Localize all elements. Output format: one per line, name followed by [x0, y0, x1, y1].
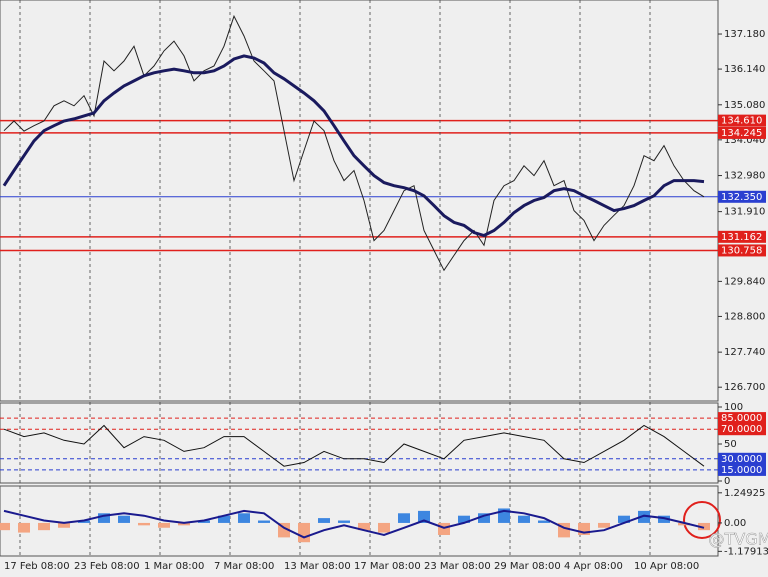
level-label: 30.0000: [721, 454, 762, 465]
histogram-bar: [458, 515, 470, 523]
x-tick-label: 23 Mar 08:00: [424, 561, 491, 572]
x-tick-label: 23 Feb 08:00: [74, 561, 140, 572]
histogram-bar: [678, 522, 690, 526]
histogram-bar: [118, 515, 130, 523]
histogram-bar: [658, 515, 670, 523]
level-label: 130.758: [721, 245, 762, 256]
x-tick-label: 7 Mar 08:00: [214, 561, 274, 572]
level-label: 70.0000: [721, 424, 762, 435]
highlight-circle: [683, 501, 721, 539]
level-label-box: [718, 244, 766, 257]
histogram-bar: [598, 522, 610, 528]
histogram-bar: [258, 520, 270, 523]
y-tick-label: 137.180: [724, 29, 765, 40]
y-tick-label: 135.080: [724, 100, 765, 111]
histogram-bar: [418, 510, 430, 523]
oscillator-panel: [0, 402, 719, 484]
histogram-bar: [78, 520, 90, 523]
level-label-box: [718, 463, 766, 476]
histogram-bar: [698, 522, 710, 531]
histogram-bar: [298, 522, 310, 543]
histogram-bar: [58, 522, 70, 528]
y-tick-label: 0: [724, 476, 730, 487]
signal-line: [3, 509, 705, 539]
level-label: 85.0000: [721, 413, 762, 424]
histogram-bar: [398, 513, 410, 523]
histogram-bar: [618, 515, 630, 523]
series-line: [3, 424, 705, 467]
series-line: [3, 14, 705, 272]
x-tick-label: 10 Apr 08:00: [634, 561, 699, 572]
histogram-bar: [38, 522, 50, 531]
histogram-bar: [638, 510, 650, 523]
histogram-bar: [538, 520, 550, 523]
x-tick-label: 13 Mar 08:00: [284, 561, 351, 572]
series-line: [2, 54, 705, 238]
level-label-box: [718, 423, 766, 436]
histogram-bar: [0, 522, 10, 531]
y-tick-label: 1.24925: [724, 488, 765, 499]
y-tick-label: 128.800: [724, 311, 765, 322]
y-tick-label: 50: [724, 439, 737, 450]
histogram-bar: [178, 522, 190, 526]
level-label-box: [718, 452, 766, 465]
histogram-bar: [198, 520, 210, 523]
y-tick-label: 132.980: [724, 171, 765, 182]
y-tick-label: 100: [724, 402, 743, 413]
level-label-box: [718, 114, 766, 127]
level-label: 134.245: [721, 128, 762, 139]
y-tick-label: 129.840: [724, 276, 765, 287]
y-tick-label: 0.00: [724, 518, 746, 529]
y-tick-label: 131.910: [724, 207, 765, 218]
x-tick-label: 1 Mar 08:00: [144, 561, 204, 572]
level-label-box: [718, 190, 766, 203]
histogram-bar: [358, 522, 370, 531]
histogram-bar: [438, 522, 450, 535]
level-label: 131.162: [721, 232, 762, 243]
y-tick-label: 134.040: [724, 135, 765, 146]
histogram-bar: [218, 515, 230, 523]
histogram-bar: [378, 522, 390, 533]
main-panel: [0, 0, 719, 402]
x-tick-label: 17 Mar 08:00: [354, 561, 421, 572]
level-label: 134.610: [721, 116, 762, 127]
histogram-bar: [518, 515, 530, 523]
histogram-bar: [158, 522, 170, 528]
level-label-box: [718, 412, 766, 425]
y-tick-label: 126.700: [724, 382, 765, 393]
level-label: 15.0000: [721, 465, 762, 476]
level-label-box: [718, 126, 766, 139]
y-tick-label: 127.740: [724, 347, 765, 358]
histogram-bar: [478, 513, 490, 523]
x-tick-label: 29 Mar 08:00: [494, 561, 561, 572]
level-label-box: [718, 230, 766, 243]
histogram-bar: [338, 520, 350, 523]
x-tick-label: 4 Apr 08:00: [564, 561, 623, 572]
watermark: @TVGM: [709, 530, 768, 549]
histogram-bar: [98, 513, 110, 523]
y-tick-label: -1.17913: [724, 546, 768, 557]
x-tick-label: 17 Feb 08:00: [4, 561, 70, 572]
histogram-bar: [138, 522, 150, 526]
level-label: 132.350: [721, 192, 762, 203]
histogram-bar: [238, 513, 250, 523]
histogram-bar: [18, 522, 30, 533]
histogram-bar: [318, 518, 330, 523]
y-tick-label: 136.140: [724, 64, 765, 75]
